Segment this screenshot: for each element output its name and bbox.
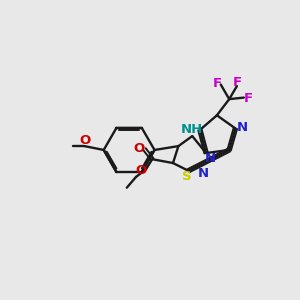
Text: NH: NH	[180, 123, 202, 136]
Text: N: N	[204, 152, 215, 165]
Text: O: O	[135, 164, 146, 177]
Text: N: N	[237, 121, 248, 134]
Text: S: S	[182, 170, 192, 183]
Text: F: F	[244, 92, 253, 105]
Text: F: F	[212, 77, 221, 90]
Text: O: O	[80, 134, 91, 147]
Text: N: N	[198, 167, 209, 180]
Text: F: F	[233, 76, 242, 89]
Text: O: O	[134, 142, 145, 155]
